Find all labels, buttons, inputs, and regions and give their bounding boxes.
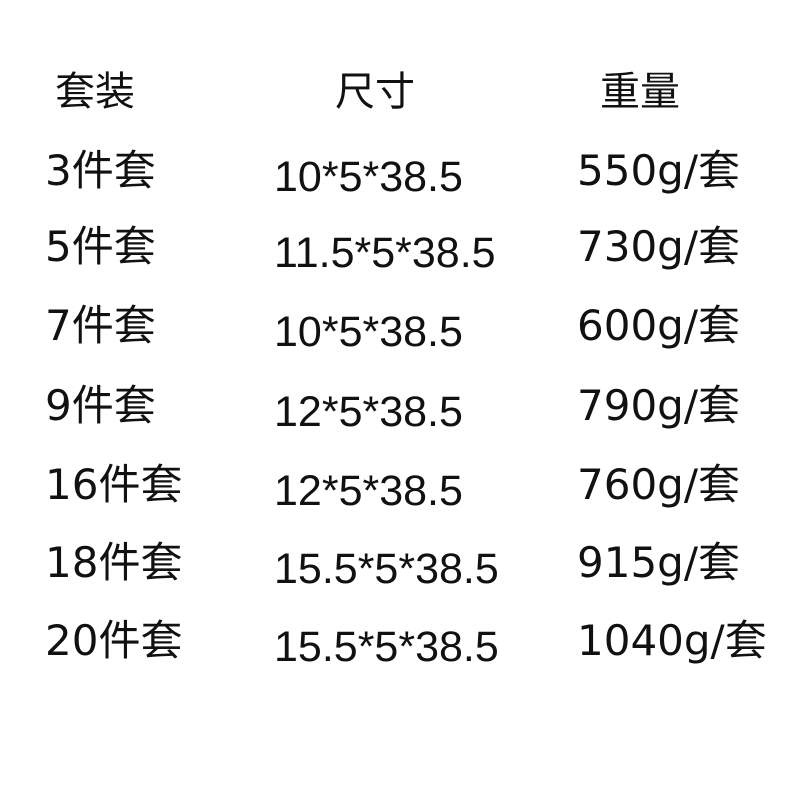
size-cell: 10*5*38.5	[274, 153, 463, 201]
header-size: 尺寸	[335, 69, 415, 115]
size-cell: 15.5*5*38.5	[274, 545, 499, 593]
weight-cell: 760g/套	[577, 460, 740, 509]
set-cell: 16件套	[45, 460, 183, 509]
set-cell: 3件套	[45, 146, 156, 195]
weight-cell: 730g/套	[577, 222, 740, 271]
header-set: 套装	[55, 69, 135, 115]
set-cell: 5件套	[45, 222, 156, 271]
header-weight: 重量	[600, 69, 680, 115]
set-cell: 20件套	[45, 616, 183, 665]
weight-cell: 600g/套	[577, 301, 740, 350]
size-cell: 12*5*38.5	[274, 388, 463, 436]
weight-cell: 915g/套	[577, 538, 740, 587]
set-cell: 18件套	[45, 538, 183, 587]
size-cell: 12*5*38.5	[274, 467, 463, 515]
weight-cell: 790g/套	[577, 381, 740, 430]
size-cell: 10*5*38.5	[274, 308, 463, 356]
size-cell: 15.5*5*38.5	[274, 623, 499, 671]
weight-cell: 1040g/套	[577, 616, 767, 665]
set-cell: 7件套	[45, 301, 156, 350]
size-cell: 11.5*5*38.5	[274, 229, 496, 277]
weight-cell: 550g/套	[577, 146, 740, 195]
set-cell: 9件套	[45, 381, 156, 430]
